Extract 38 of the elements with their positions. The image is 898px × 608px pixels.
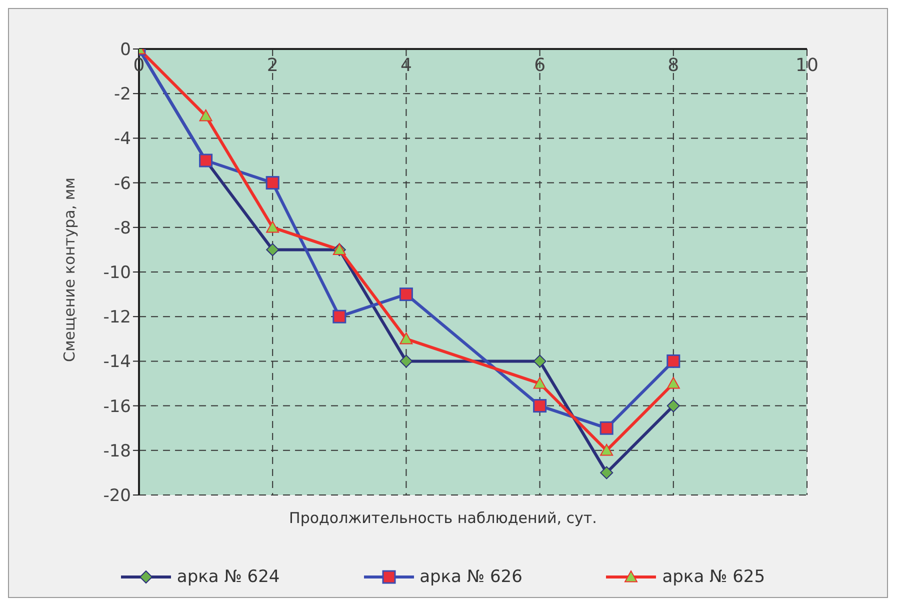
point (266, 220, 280, 233)
point (266, 176, 280, 190)
legend-label: арка № 625 (661, 567, 766, 587)
y-tick-label: 0 (120, 40, 131, 60)
y-tick-label: -4 (114, 129, 131, 150)
x-tick-label: 8 (668, 55, 680, 76)
y-tick-label: -8 (114, 218, 131, 238)
y-tick-label: -10 (103, 263, 131, 284)
y-tick-label: -6 (114, 174, 131, 194)
point (666, 399, 680, 412)
point (666, 354, 680, 368)
y-tick-label: -12 (103, 308, 131, 328)
y-tick-label: -20 (103, 486, 131, 506)
point (332, 310, 346, 324)
point (600, 444, 614, 456)
point (266, 243, 280, 256)
y-tick-label: -2 (114, 84, 131, 105)
point (600, 421, 614, 435)
x-axis-title: Продолжительность наблюдений, сут. (288, 509, 598, 527)
point (399, 288, 413, 302)
point (533, 354, 546, 368)
point (400, 332, 413, 344)
x-tick-label: 10 (796, 55, 818, 76)
y-tick-label: -18 (103, 441, 131, 462)
legend-label: арка № 626 (418, 567, 522, 587)
point (666, 377, 680, 389)
y-tick-label: -16 (103, 396, 131, 417)
x-tick-label: 6 (534, 55, 546, 76)
y-axis-title: Смещение контура, мм (60, 178, 78, 362)
point (600, 466, 614, 480)
x-tick-label: 4 (400, 55, 412, 76)
point (400, 354, 413, 368)
x-tick-label: 2 (266, 55, 278, 76)
legend-label: арка № 624 (176, 567, 280, 587)
point (533, 399, 547, 413)
y-tick-label: -14 (103, 352, 131, 372)
point (199, 109, 212, 122)
point (533, 377, 546, 389)
